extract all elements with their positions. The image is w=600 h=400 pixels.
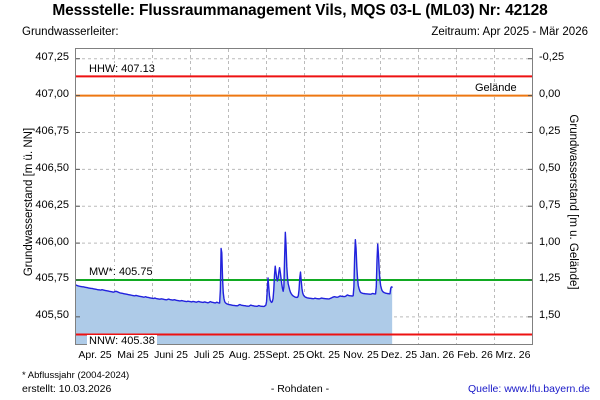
chart-canvas — [76, 49, 532, 344]
reference-label-hhw: HHW: 407.13 — [87, 62, 157, 75]
series-line-grundwasserstand — [76, 231, 393, 308]
y-axis-tick-label-left: 405,75 — [35, 272, 69, 285]
x-axis-tick-label: Jan. 26 — [419, 349, 455, 361]
footnote-abflussjahr: * Abflussjahr (2004-2024) — [22, 370, 130, 381]
x-axis-tick-label: Okt. 25 — [306, 349, 340, 361]
y-axis-tick-label-right: 0,25 — [539, 124, 561, 137]
x-axis-tick-label: Dez. 25 — [380, 349, 418, 361]
y-axis-tick-label-right: 0,50 — [539, 161, 561, 174]
x-axis-tick-label: Apr. 25 — [78, 349, 112, 361]
y-axis-tick-label-right: 0,75 — [539, 198, 561, 211]
page-title: Messstelle: Flussraummanagement Vils, MQ… — [52, 2, 548, 19]
footer-created: erstellt: 10.03.2026 — [22, 383, 112, 395]
x-axis-tick-label: Mai 25 — [117, 349, 149, 361]
reference-label-gelaende: Gelände — [473, 82, 519, 95]
plot-area — [75, 48, 533, 345]
x-axis-tick-label: Sept. 25 — [265, 349, 305, 361]
y-axis-tick-label-right: -0,25 — [539, 51, 565, 64]
series-area-fill — [76, 232, 393, 344]
x-axis-tick-label: Nov. 25 — [343, 349, 379, 361]
y-axis-tick-label-left: 406,25 — [35, 198, 69, 211]
x-axis-tick-label: Feb. 26 — [457, 349, 493, 361]
y-axis-tick-label-right: 1,25 — [539, 272, 561, 285]
y-axis-tick-label-right: 1,50 — [539, 309, 561, 322]
period-label: Zeitraum: Apr 2025 - Mär 2026 — [431, 26, 588, 38]
x-axis-tick-label: Juli 25 — [193, 349, 225, 361]
y-axis-tick-label-left: 407,00 — [35, 88, 69, 101]
y-axis-tick-label-right: 1,00 — [539, 235, 561, 248]
x-axis-tick-label: Mrz. 26 — [495, 349, 531, 361]
y-axis-tick-label-left: 406,00 — [35, 235, 69, 248]
y-axis-tick-label-left: 407,25 — [35, 51, 69, 64]
reference-label-mw: MW*: 405.75 — [87, 266, 155, 279]
y-axis-tick-label-left: 406,75 — [35, 124, 69, 137]
y-axis-tick-label-left: 405,50 — [35, 309, 69, 322]
reference-label-nnw: NNW: 405.38 — [87, 335, 157, 348]
x-axis-tick-label: Aug. 25 — [228, 349, 266, 361]
footer-source-link[interactable]: Quelle: www.lfu.bayern.de — [468, 383, 590, 395]
x-axis-tick-label: Juni 25 — [154, 349, 188, 361]
aquifer-label: Grundwasserleiter: — [22, 26, 119, 38]
y-axis-tick-label-right: 0,00 — [539, 88, 561, 101]
footer-rohdaten: - Rohdaten - — [270, 383, 330, 395]
y-axis-tick-label-left: 406,50 — [35, 161, 69, 174]
